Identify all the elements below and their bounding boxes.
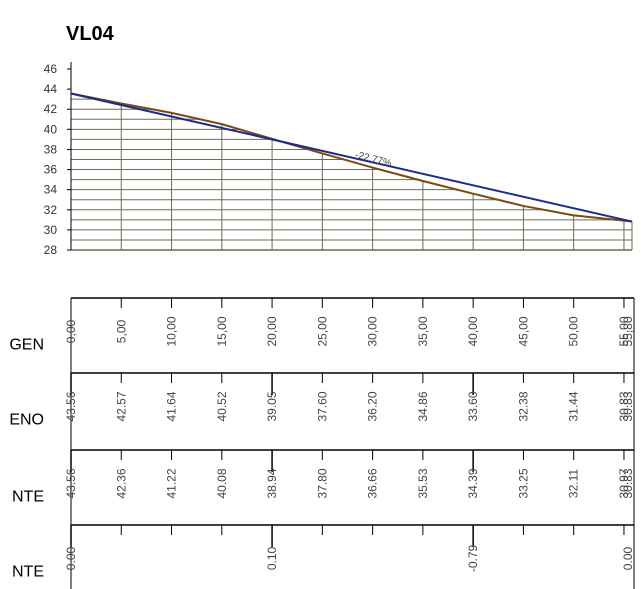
table-value: 37.60 <box>315 391 329 421</box>
table-value: -0.79 <box>466 545 480 573</box>
table-value: 41.64 <box>165 391 179 421</box>
table-value: 30.83 <box>617 391 631 421</box>
table-value: 30.97 <box>617 468 631 498</box>
table-end-value: 30.83 <box>621 391 635 421</box>
table-value: 36.66 <box>366 468 380 498</box>
terrain-line <box>70 92 633 223</box>
table-value: 39.05 <box>265 391 279 421</box>
grade-line <box>70 92 633 223</box>
y-tick-label: 36 <box>44 163 58 177</box>
table-value: 50,00 <box>567 316 581 346</box>
table-value: 40.52 <box>215 391 229 421</box>
table-row-label: GEN <box>9 337 44 354</box>
table-row-label: NTE <box>12 564 44 581</box>
table-value: 20,00 <box>265 316 279 346</box>
y-tick-label: 44 <box>44 82 58 96</box>
table-value: 42.57 <box>114 391 128 421</box>
table-value: 36.20 <box>366 391 380 421</box>
chart-grid <box>71 98 633 251</box>
table-value: 45,00 <box>516 316 530 346</box>
table-row-label: NTE <box>12 489 44 506</box>
table-value: 30,00 <box>366 316 380 346</box>
table-value: 5,00 <box>114 319 128 343</box>
table-value: 43.56 <box>64 391 78 421</box>
table-value: 25,00 <box>315 316 329 346</box>
table-value: 43.56 <box>64 468 78 498</box>
table-value: 40.08 <box>215 468 229 498</box>
y-tick-label: 42 <box>44 102 58 116</box>
table-end-value: 55,80 <box>621 316 635 346</box>
table-value: 37.80 <box>315 468 329 498</box>
table-row-label: ENO <box>9 412 44 429</box>
table-value: 32.38 <box>516 391 530 421</box>
chart-title: VL04 <box>66 23 115 45</box>
table-value: 42.36 <box>114 468 128 498</box>
y-tick-label: 40 <box>44 122 58 136</box>
table-value: 32.11 <box>567 469 581 498</box>
y-tick-label: 34 <box>44 183 58 197</box>
table-value: 55,00 <box>617 316 631 346</box>
table-value: 0.00 <box>64 546 78 570</box>
y-tick-label: 38 <box>44 142 58 156</box>
table-value: 35,00 <box>416 316 430 346</box>
data-table: GEN 0,00 5,00 10,00 15,00 20,00 25,00 30,00 35,0… <box>9 297 635 589</box>
slope-annotation: -22,77% <box>354 150 393 170</box>
table-value: 38.94 <box>265 468 279 498</box>
y-axis-ticks: 28 30 32 34 36 38 40 42 44 46 <box>44 62 71 257</box>
table-value: 33.60 <box>466 391 480 421</box>
y-tick-label: 46 <box>44 62 58 76</box>
table-value: 40,00 <box>466 316 480 346</box>
table-value: 34.39 <box>466 468 480 498</box>
table-value: 35.53 <box>416 468 430 498</box>
y-tick-label: 32 <box>44 203 58 217</box>
table-value: 41.22 <box>165 468 179 498</box>
table-end-value: 30.83 <box>621 468 635 498</box>
y-tick-label: 30 <box>44 223 58 237</box>
table-end-value: 0.00 <box>621 546 635 570</box>
table-value: 0,00 <box>64 319 78 343</box>
y-tick-label: 28 <box>44 243 58 257</box>
table-value: 33.25 <box>516 468 530 498</box>
profile-lines <box>70 92 633 223</box>
table-value: 31.44 <box>567 391 581 421</box>
table-value: 10,00 <box>165 316 179 346</box>
table-value: 0.10 <box>265 546 279 570</box>
table-value: 15,00 <box>215 316 229 346</box>
table-value: 34.86 <box>416 391 430 421</box>
